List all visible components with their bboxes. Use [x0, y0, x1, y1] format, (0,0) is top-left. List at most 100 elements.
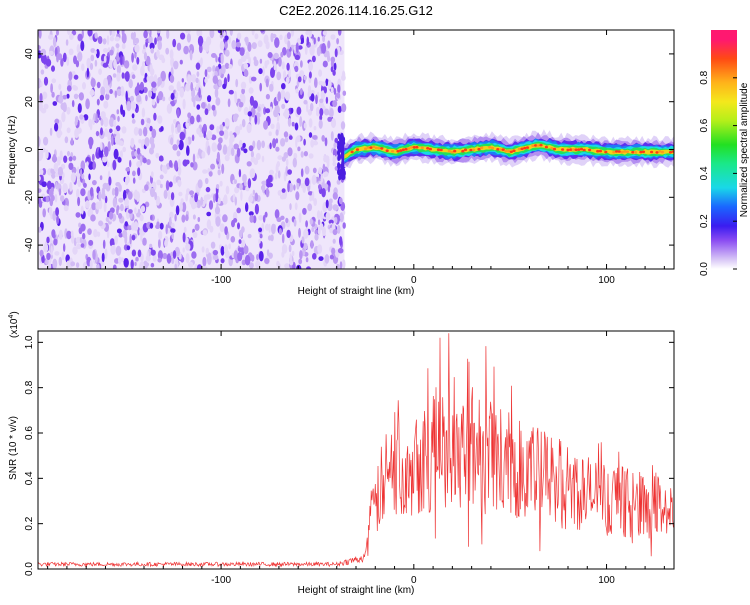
- noise-speckle: [312, 167, 317, 174]
- noise-speckle: [80, 40, 85, 52]
- noise-speckle: [276, 217, 282, 223]
- noise-speckle: [70, 230, 74, 238]
- signal-peak-mark: [380, 147, 384, 150]
- noise-speckle: [280, 89, 286, 100]
- noise-speckle: [311, 226, 315, 232]
- noise-speckle: [303, 138, 306, 146]
- noise-speckle: [201, 266, 208, 269]
- noise-speckle: [201, 246, 205, 253]
- noise-speckle: [308, 132, 313, 138]
- noise-speckle: [42, 208, 46, 218]
- noise-speckle: [330, 118, 337, 128]
- noise-speckle: [298, 258, 303, 265]
- noise-speckle: [146, 250, 149, 261]
- noise-speckle: [165, 224, 168, 235]
- noise-edge-speckle: [340, 151, 344, 158]
- noise-speckle: [50, 245, 53, 256]
- noise-speckle: [99, 175, 103, 181]
- noise-speckle: [323, 154, 327, 163]
- noise-speckle: [279, 194, 286, 200]
- signal-peak-mark: [407, 147, 411, 150]
- noise-speckle: [305, 257, 309, 263]
- signal-peak-mark: [625, 150, 630, 153]
- noise-speckle: [102, 239, 106, 249]
- noise-speckle: [192, 153, 196, 164]
- noise-edge-speckle: [339, 142, 343, 149]
- noise-speckle: [85, 200, 90, 209]
- colorbar: 0.0 0.2 0.4 0.6 0.8 Normalized spectral ampl…: [699, 30, 750, 276]
- noise-speckle: [80, 160, 86, 171]
- noise-speckle: [333, 62, 337, 71]
- noise-speckle: [289, 203, 292, 211]
- noise-speckle: [171, 232, 174, 239]
- noise-speckle: [60, 195, 65, 202]
- noise-speckle: [134, 37, 140, 44]
- noise-speckle: [109, 117, 115, 128]
- noise-speckle: [96, 98, 100, 106]
- figure-title: C2E2.2026.114.16.25.G12: [279, 3, 433, 18]
- noise-speckle: [325, 78, 329, 87]
- noise-speckle: [294, 202, 298, 211]
- noise-speckle: [207, 145, 211, 156]
- noise-speckle: [118, 233, 123, 238]
- noise-speckle: [124, 221, 128, 227]
- noise-speckle: [52, 233, 56, 239]
- noise-speckle: [51, 155, 58, 163]
- noise-speckle: [76, 188, 80, 199]
- signal-peak-mark: [536, 144, 540, 147]
- noise-speckle: [279, 34, 283, 41]
- noise-speckle: [261, 103, 265, 109]
- noise-speckle: [236, 32, 242, 40]
- noise-speckle: [131, 249, 137, 257]
- noise-speckle: [185, 122, 190, 129]
- noise-speckle: [329, 107, 334, 118]
- noise-speckle: [157, 257, 162, 263]
- noise-speckle: [224, 35, 229, 41]
- noise-speckle: [131, 119, 136, 124]
- noise-speckle: [155, 152, 160, 159]
- noise-speckle: [61, 251, 65, 261]
- noise-speckle: [288, 244, 292, 253]
- noise-speckle: [178, 191, 183, 197]
- noise-speckle: [239, 47, 245, 56]
- noise-speckle: [196, 114, 201, 123]
- noise-speckle: [326, 50, 330, 61]
- noise-speckle: [82, 82, 86, 90]
- signal-peak-mark: [596, 149, 600, 153]
- noise-speckle: [308, 61, 313, 71]
- noise-speckle: [41, 181, 47, 188]
- noise-speckle: [40, 107, 47, 114]
- noise-speckle: [270, 123, 275, 129]
- noise-speckle: [196, 127, 201, 135]
- noise-speckle: [265, 78, 269, 88]
- noise-speckle: [79, 237, 83, 244]
- noise-speckle: [269, 169, 274, 175]
- signal-peak-mark: [641, 150, 646, 154]
- noise-speckle: [312, 252, 317, 260]
- noise-speckle: [192, 202, 198, 209]
- noise-speckle: [229, 30, 233, 36]
- noise-speckle: [79, 114, 84, 120]
- noise-speckle: [325, 96, 329, 104]
- noise-speckle: [193, 96, 196, 108]
- noise-edge-speckle: [337, 163, 341, 170]
- noise-speckle: [87, 228, 92, 236]
- colorbar-tick-label: 0.8: [699, 70, 710, 84]
- noise-speckle: [174, 160, 178, 171]
- noise-speckle: [110, 135, 114, 146]
- noise-speckle: [286, 62, 290, 71]
- signal-peak-mark: [369, 146, 373, 149]
- noise-speckle: [195, 83, 199, 92]
- signal-peak-mark: [447, 149, 451, 153]
- noise-speckle: [330, 131, 334, 141]
- noise-speckle: [338, 197, 343, 205]
- noise-speckle: [174, 263, 177, 269]
- noise-edge-speckle: [340, 134, 344, 141]
- noise-speckle: [177, 165, 182, 176]
- noise-speckle: [216, 151, 220, 162]
- noise-speckle: [178, 158, 181, 170]
- noise-speckle: [156, 49, 160, 58]
- noise-speckle: [264, 211, 268, 218]
- noise-speckle: [186, 33, 191, 43]
- noise-speckle: [287, 182, 290, 193]
